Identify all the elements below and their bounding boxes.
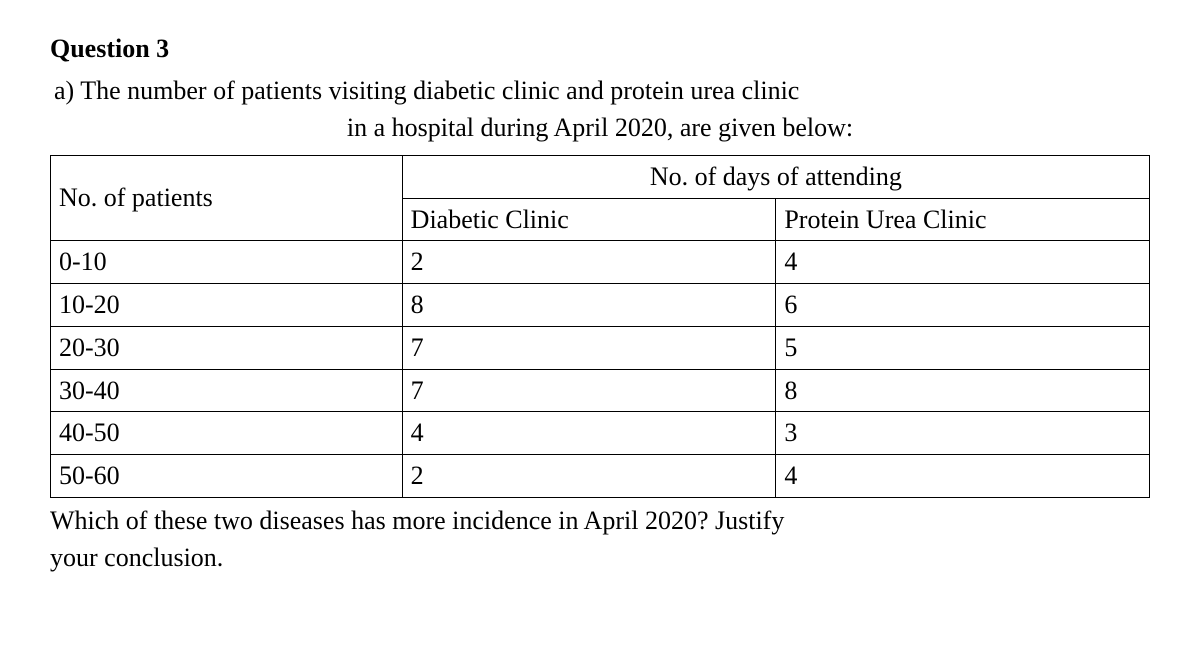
subheader-protein-urea-clinic: Protein Urea Clinic <box>776 198 1150 241</box>
patients-table: No. of patients No. of days of attending… <box>50 155 1150 498</box>
question-body-line2: in a hospital during April 2020, are giv… <box>54 109 1146 147</box>
cell-range: 10-20 <box>51 284 403 327</box>
table-row: 20-3075 <box>51 326 1150 369</box>
table-row: 30-4078 <box>51 369 1150 412</box>
cell-protein: 3 <box>776 412 1150 455</box>
cell-protein: 6 <box>776 284 1150 327</box>
cell-diabetic: 8 <box>402 284 776 327</box>
cell-diabetic: 7 <box>402 326 776 369</box>
followup-question: Which of these two diseases has more inc… <box>50 502 1150 577</box>
subheader-diabetic-clinic: Diabetic Clinic <box>402 198 776 241</box>
header-no-of-days-attending: No. of days of attending <box>402 156 1149 199</box>
cell-range: 50-60 <box>51 454 403 497</box>
table-row: 40-5043 <box>51 412 1150 455</box>
cell-protein: 5 <box>776 326 1150 369</box>
question-body: a) The number of patients visiting diabe… <box>50 72 1150 147</box>
table-row: 0-1024 <box>51 241 1150 284</box>
table-row: 10-2086 <box>51 284 1150 327</box>
question-body-line1: a) The number of patients visiting diabe… <box>54 72 1146 110</box>
question-title: Question 3 <box>50 30 1150 68</box>
cell-range: 30-40 <box>51 369 403 412</box>
cell-protein: 8 <box>776 369 1150 412</box>
table-row: 50-6024 <box>51 454 1150 497</box>
cell-diabetic: 2 <box>402 454 776 497</box>
followup-line2: your conclusion. <box>50 543 223 572</box>
cell-range: 0-10 <box>51 241 403 284</box>
cell-diabetic: 7 <box>402 369 776 412</box>
cell-diabetic: 2 <box>402 241 776 284</box>
cell-protein: 4 <box>776 241 1150 284</box>
header-no-of-patients: No. of patients <box>51 156 403 241</box>
table-header-row-1: No. of patients No. of days of attending <box>51 156 1150 199</box>
cell-protein: 4 <box>776 454 1150 497</box>
cell-range: 20-30 <box>51 326 403 369</box>
cell-diabetic: 4 <box>402 412 776 455</box>
cell-range: 40-50 <box>51 412 403 455</box>
followup-line1: Which of these two diseases has more inc… <box>50 506 784 535</box>
